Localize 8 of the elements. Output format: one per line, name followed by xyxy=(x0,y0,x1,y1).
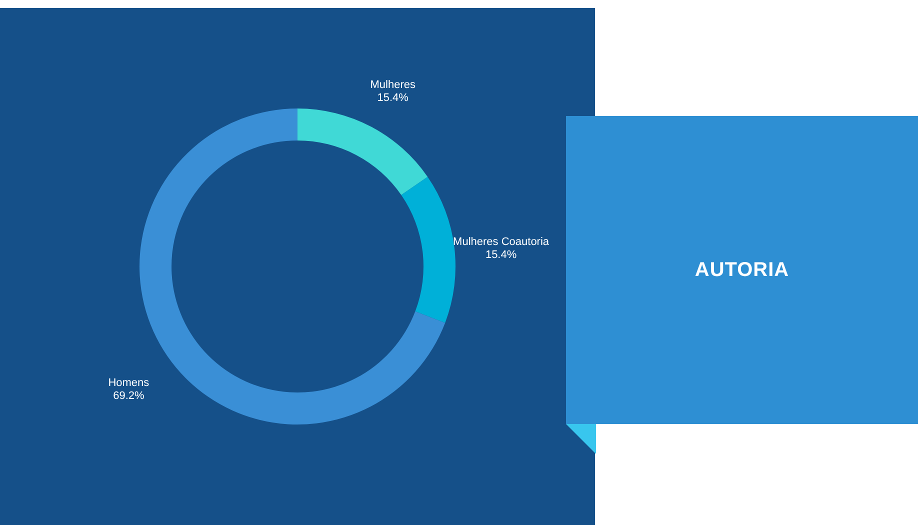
slice-label: Homens xyxy=(108,376,150,389)
data-label: 69.2% xyxy=(113,390,144,402)
donut-slice xyxy=(298,108,428,196)
slice-label: Mulheres Coautoria xyxy=(453,236,550,248)
data-label: 15.4% xyxy=(377,92,409,104)
data-label: 15.4% xyxy=(485,249,517,262)
donut-slice xyxy=(401,176,456,323)
slice-label: Mulheres xyxy=(370,79,416,92)
